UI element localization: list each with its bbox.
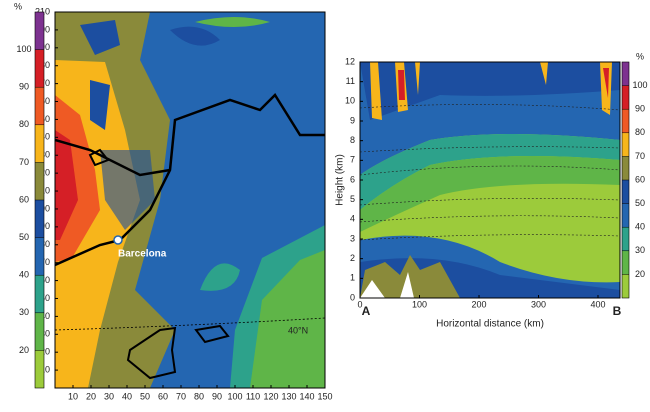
- x-tick-label: 140: [299, 391, 314, 401]
- y-tick-label: 12: [345, 56, 355, 66]
- place-label: Barcelona: [118, 249, 167, 260]
- x-tick-label: 0: [357, 299, 362, 309]
- colorbar-label: 90: [19, 82, 29, 92]
- end-label: B: [613, 304, 622, 318]
- colorbar-label: 90: [635, 104, 645, 114]
- x-tick-label: 30: [104, 391, 114, 401]
- y-axis-label: Height (km): [335, 154, 346, 206]
- x-tick-label: 130: [281, 391, 296, 401]
- colorbar-segment: [35, 312, 44, 351]
- y-tick-label: 8: [350, 135, 355, 145]
- x-tick-label: 300: [531, 299, 546, 309]
- y-tick-label: 50: [40, 293, 50, 303]
- colorbar-segment: [622, 62, 629, 86]
- section-field: [360, 62, 620, 298]
- colorbar-segment: [35, 275, 44, 313]
- y-tick-label: 30: [40, 329, 50, 339]
- x-tick-label: 110: [246, 391, 260, 401]
- colorbar-segment: [35, 12, 44, 50]
- x-axis-label: Horizontal distance (km): [436, 319, 544, 330]
- y-tick-label: 7: [350, 155, 355, 165]
- y-tick-label: 80: [40, 239, 50, 249]
- colorbar-segment: [622, 180, 629, 204]
- colorbar-label: 50: [19, 232, 29, 242]
- colorbar-label: 60: [19, 194, 29, 204]
- colorbar-segment: [622, 85, 629, 110]
- colorbar-label: 80: [19, 119, 29, 129]
- y-tick-label: 90: [40, 221, 50, 231]
- x-tick-label: 100: [227, 391, 242, 401]
- y-tick-label: 10: [345, 96, 355, 106]
- x-tick-label: 90: [212, 391, 222, 401]
- start-label: A: [362, 304, 371, 318]
- x-tick-label: 20: [86, 391, 96, 401]
- colorbar-segment: [622, 156, 629, 180]
- latitude-label: 40°N: [288, 325, 308, 335]
- colorbar-unit: %: [636, 51, 644, 61]
- y-tick-label: 3: [350, 233, 355, 243]
- colorbar-segment: [35, 162, 44, 200]
- y-tick-label: 60: [40, 275, 50, 285]
- colorbar-segment: [35, 124, 44, 163]
- y-tick-label: 9: [350, 115, 355, 125]
- y-tick-label: 10: [40, 364, 50, 374]
- x-tick-label: 200: [471, 299, 486, 309]
- colorbar-segment: [622, 109, 629, 133]
- y-tick-label: 4: [350, 214, 355, 224]
- x-tick-label: 50: [140, 391, 150, 401]
- colorbar-segment: [35, 49, 44, 88]
- colorbar-segment: [35, 87, 44, 125]
- colorbar-segment: [622, 203, 629, 228]
- x-tick-label: 80: [194, 391, 204, 401]
- colorbar-segment: [622, 227, 629, 251]
- colorbar-segment: [35, 350, 44, 388]
- y-tick-label: 210: [35, 6, 50, 16]
- colorbar-label: 40: [19, 270, 29, 280]
- map-field: [55, 12, 325, 388]
- colorbar-unit: %: [14, 1, 22, 11]
- y-tick-label: 5: [350, 194, 355, 204]
- x-tick-label: 70: [176, 391, 186, 401]
- colorbar-segment: [622, 250, 629, 275]
- colorbar-label: 80: [635, 127, 645, 137]
- colorbar-segment: [35, 200, 44, 238]
- y-tick-label: 2: [350, 253, 355, 263]
- colorbar-label: 60: [635, 174, 645, 184]
- y-tick-label: 20: [40, 347, 50, 357]
- x-tick-label: 40: [122, 391, 132, 401]
- colorbar-segment: [35, 237, 44, 276]
- colorbar-label: 20: [635, 269, 645, 279]
- colorbar-label: 100: [632, 80, 647, 90]
- y-tick-label: 11: [346, 76, 355, 86]
- x-tick-label: 400: [590, 299, 605, 309]
- colorbar-label: 30: [635, 245, 645, 255]
- map-frame: [54, 11, 326, 389]
- y-tick-label: 40: [40, 311, 50, 321]
- y-tick-label: 0: [350, 292, 355, 302]
- colorbar-label: 40: [635, 222, 645, 232]
- y-tick-label: 70: [40, 257, 50, 267]
- colorbar-label: 70: [635, 151, 645, 161]
- y-tick-label: 1: [350, 273, 355, 283]
- x-tick-label: 100: [412, 299, 427, 309]
- x-tick-label: 60: [158, 391, 168, 401]
- x-tick-label: 120: [263, 391, 278, 401]
- colorbar-label: 30: [19, 307, 29, 317]
- colorbar-segment: [622, 132, 629, 157]
- colorbar-label: 20: [19, 345, 29, 355]
- colorbar-label: 70: [19, 157, 29, 167]
- colorbar-label: 50: [635, 198, 645, 208]
- x-tick-label: 150: [317, 391, 332, 401]
- colorbar-segment: [622, 274, 629, 298]
- colorbar-label: 100: [16, 44, 31, 54]
- y-tick-label: 6: [350, 174, 355, 184]
- x-tick-label: 10: [68, 391, 78, 401]
